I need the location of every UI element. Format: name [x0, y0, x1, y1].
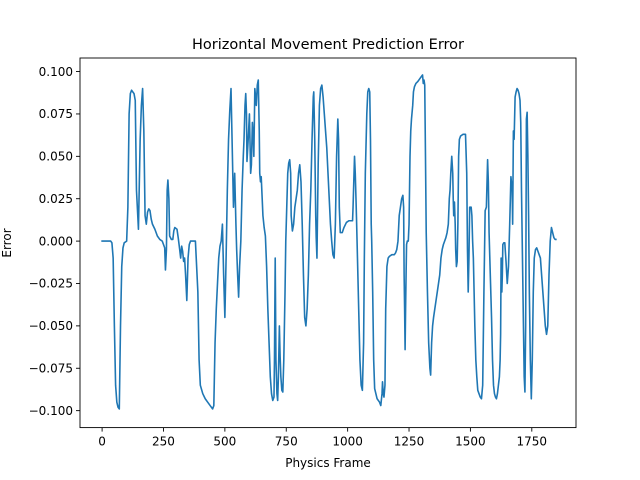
x-tick-label: 500: [213, 435, 236, 449]
y-tick-label: 0.050: [39, 150, 73, 164]
x-tick-label: 1750: [517, 435, 548, 449]
chart-title: Horizontal Movement Prediction Error: [192, 37, 464, 53]
x-axis: 0 250 500 750 1000 1250 1500 1750: [98, 427, 548, 449]
x-tick-label: 250: [152, 435, 175, 449]
y-tick-label: −0.100: [29, 404, 73, 418]
y-tick-label: 0.025: [39, 192, 73, 206]
x-tick-label: 0: [98, 435, 106, 449]
x-tick-label: 1000: [332, 435, 363, 449]
plot-frame: [79, 57, 577, 429]
y-tick-label: −0.025: [29, 277, 73, 291]
plot-area: [79, 57, 577, 429]
y-tick-label: −0.050: [29, 319, 73, 333]
y-axis: −0.100 −0.075 −0.050 −0.025 0.000 0.025 0.050 0…: [29, 65, 80, 418]
y-tick-label: 0.000: [39, 234, 73, 248]
error-series-line: [101, 74, 557, 410]
y-axis-label: Error: [0, 228, 14, 257]
y-tick-label: −0.075: [29, 361, 73, 375]
y-tick-label: 0.100: [39, 65, 73, 79]
x-tick-label: 750: [275, 435, 298, 449]
x-tick-label: 1250: [394, 435, 425, 449]
x-tick-label: 1500: [455, 435, 486, 449]
y-tick-label: 0.075: [39, 107, 73, 121]
x-axis-label: Physics Frame: [285, 456, 371, 470]
plot-background: [80, 58, 576, 428]
